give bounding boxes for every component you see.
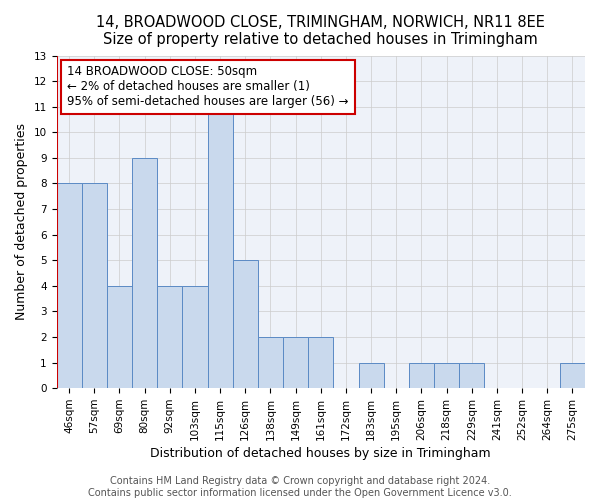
Bar [56, 184, 82, 388]
Y-axis label: Number of detached properties: Number of detached properties [15, 124, 28, 320]
Text: 14 BROADWOOD CLOSE: 50sqm
← 2% of detached houses are smaller (1)
95% of semi-de: 14 BROADWOOD CLOSE: 50sqm ← 2% of detach… [67, 66, 349, 108]
Bar [434, 362, 459, 388]
Bar [107, 286, 132, 388]
Bar [459, 362, 484, 388]
Bar [132, 158, 157, 388]
Bar [182, 286, 208, 388]
Bar [560, 362, 585, 388]
Bar [157, 286, 182, 388]
Text: Contains HM Land Registry data © Crown copyright and database right 2024.
Contai: Contains HM Land Registry data © Crown c… [88, 476, 512, 498]
Bar [82, 184, 107, 388]
Bar [359, 362, 383, 388]
Bar [409, 362, 434, 388]
Bar [208, 106, 233, 388]
Bar [233, 260, 258, 388]
Bar [258, 337, 283, 388]
Bar [283, 337, 308, 388]
Title: 14, BROADWOOD CLOSE, TRIMINGHAM, NORWICH, NR11 8EE
Size of property relative to : 14, BROADWOOD CLOSE, TRIMINGHAM, NORWICH… [97, 15, 545, 48]
X-axis label: Distribution of detached houses by size in Trimingham: Distribution of detached houses by size … [151, 447, 491, 460]
Bar [308, 337, 334, 388]
